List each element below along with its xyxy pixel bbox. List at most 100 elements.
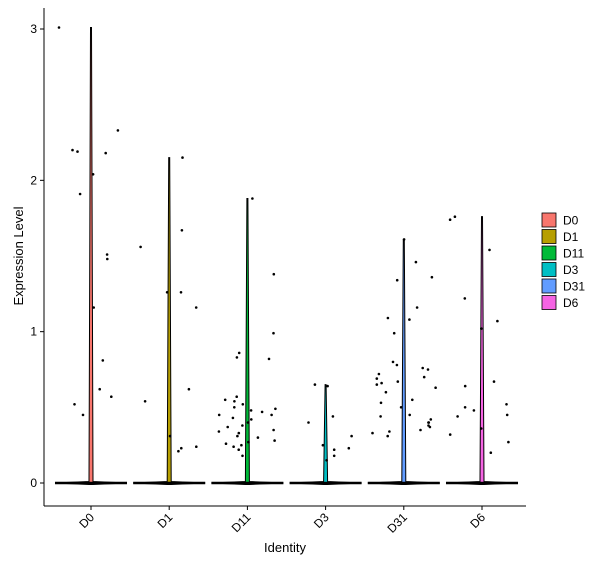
point-D11-23 — [237, 431, 241, 435]
point-D11-8 — [233, 400, 236, 403]
point-D11-22 — [217, 430, 221, 433]
point-D31-8 — [391, 360, 395, 364]
x-tick-label-D11: D11 — [229, 510, 254, 535]
point-D11-26 — [273, 439, 276, 442]
point-D3-3 — [307, 421, 310, 424]
point-D6-10 — [472, 409, 476, 412]
legend-item-D1: D1 — [541, 229, 579, 244]
point-D11-5 — [267, 357, 271, 361]
violin-D31 — [367, 238, 440, 485]
point-D11-14 — [270, 413, 273, 417]
plot-area — [54, 26, 519, 485]
violin-shape-D1 — [133, 157, 206, 485]
point-D6-13 — [480, 427, 483, 430]
y-tick-label-1: 1 — [30, 325, 37, 339]
violin-D11 — [211, 197, 284, 485]
point-D11-2 — [272, 331, 275, 335]
legend-item-D31: D31 — [541, 278, 585, 294]
point-D11-21 — [272, 428, 275, 432]
legend-swatch-D3 — [541, 262, 557, 277]
point-D6-11 — [505, 413, 509, 417]
legend: D0 D1 D11 D3 D31 D6 — [541, 212, 585, 310]
point-D31-12 — [377, 372, 381, 376]
violin-D1 — [133, 157, 206, 485]
violin-D3 — [289, 384, 362, 485]
violin-shape-D6 — [445, 216, 519, 485]
point-D31-13 — [422, 375, 426, 379]
point-D6-5 — [480, 327, 483, 330]
point-D31-11 — [426, 368, 430, 371]
violin-D0 — [54, 26, 128, 485]
point-D11-18 — [246, 421, 250, 424]
point-D0-9 — [92, 306, 95, 309]
point-D0-11 — [98, 387, 101, 391]
x-tick-label-D31: D31 — [384, 510, 410, 536]
point-D6-12 — [456, 415, 459, 418]
x-tick-label-D3: D3 — [311, 510, 332, 531]
legend-swatch-D31 — [541, 278, 557, 294]
point-D0-0 — [57, 26, 61, 29]
point-D31-6 — [408, 318, 411, 321]
legend-item-D0: D0 — [541, 212, 579, 228]
point-D11-28 — [224, 442, 228, 446]
point-D31-21 — [379, 401, 383, 405]
point-D31-9 — [395, 363, 399, 367]
point-D0-1 — [116, 129, 120, 132]
legend-label-D11: D11 — [563, 247, 584, 261]
point-D31-29 — [428, 425, 432, 429]
point-D31-18 — [434, 386, 437, 390]
point-D6-16 — [489, 451, 493, 455]
point-D11-3 — [237, 351, 241, 355]
y-tick-label-2: 2 — [30, 173, 37, 187]
point-D6-0 — [453, 215, 457, 218]
point-D0-8 — [106, 257, 109, 261]
point-D11-15 — [217, 413, 221, 417]
point-D1-10 — [180, 446, 183, 450]
point-D3-4 — [350, 434, 353, 438]
point-D31-30 — [419, 428, 422, 432]
point-D0-4 — [104, 151, 107, 155]
point-D6-6 — [492, 380, 496, 383]
point-D31-22 — [399, 406, 403, 409]
point-D1-11 — [177, 449, 180, 453]
point-D1-4 — [165, 291, 169, 294]
violin-shape-D11 — [211, 197, 284, 485]
point-D3-9 — [325, 459, 328, 462]
point-D11-30 — [232, 445, 235, 449]
point-D11-9 — [241, 403, 245, 406]
point-D1-1 — [180, 229, 184, 232]
point-D3-1 — [326, 384, 329, 388]
point-D31-25 — [429, 418, 433, 421]
point-D1-5 — [194, 306, 198, 309]
point-D6-4 — [496, 319, 499, 323]
point-D6-7 — [463, 384, 467, 388]
point-D6-9 — [463, 406, 467, 409]
point-D11-24 — [236, 434, 239, 438]
point-D6-3 — [463, 297, 467, 300]
point-D11-6 — [235, 395, 238, 399]
point-D6-1 — [448, 218, 452, 221]
x-axis-title: Identity — [264, 540, 306, 555]
point-D11-31 — [237, 448, 240, 452]
point-D6-14 — [448, 433, 452, 436]
point-D3-5 — [321, 443, 325, 447]
point-D31-2 — [430, 275, 434, 279]
violin-shape-D3 — [289, 384, 362, 485]
point-D31-27 — [427, 421, 431, 424]
point-D1-2 — [139, 245, 142, 249]
point-D11-10 — [233, 406, 236, 409]
point-D31-4 — [415, 306, 419, 309]
point-D6-2 — [488, 248, 491, 252]
point-D0-10 — [101, 359, 105, 362]
point-D3-7 — [332, 448, 336, 452]
violin-shape-D0 — [54, 26, 128, 485]
point-D11-20 — [226, 425, 229, 429]
point-D11-11 — [274, 407, 277, 411]
point-D1-0 — [181, 156, 184, 159]
point-D0-5 — [91, 173, 95, 176]
legend-label-D6: D6 — [563, 296, 579, 310]
point-D11-0 — [251, 197, 254, 200]
point-D0-3 — [71, 148, 74, 152]
legend-swatch-D11 — [541, 245, 557, 261]
